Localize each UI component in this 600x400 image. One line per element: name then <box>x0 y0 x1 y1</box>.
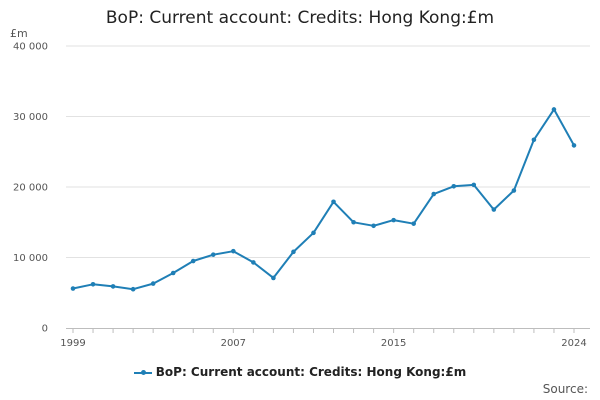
data-point <box>291 249 296 255</box>
data-point <box>411 221 416 226</box>
y-tick-labels: 0 10 000 20 000 30 000 40 000 <box>13 42 48 335</box>
series-group <box>70 107 577 292</box>
data-point <box>170 270 176 276</box>
x-tick-label: 2015 <box>381 338 406 349</box>
data-point <box>271 275 276 281</box>
source-label: Source: <box>542 382 588 396</box>
data-point <box>190 258 196 264</box>
y-tick-label: 0 <box>42 324 48 335</box>
legend[interactable]: BoP: Current account: Credits: Hong Kong… <box>0 365 600 379</box>
y-axis-unit-label: £m <box>10 27 28 40</box>
legend-label: BoP: Current account: Credits: Hong Kong… <box>155 365 467 379</box>
data-point <box>391 217 396 223</box>
data-point <box>231 248 236 254</box>
data-point <box>471 182 477 188</box>
data-point <box>110 284 116 289</box>
series-line <box>72 108 575 291</box>
data-point <box>491 207 497 212</box>
y-tick-label: 30 000 <box>13 112 48 123</box>
legend-swatch-icon <box>133 368 152 378</box>
data-point <box>511 188 517 193</box>
axes <box>66 328 590 333</box>
y-tick-label: 10 000 <box>13 253 48 264</box>
x-tick-label: 2007 <box>221 338 246 349</box>
data-point <box>210 252 216 257</box>
gridlines <box>66 45 590 258</box>
data-point <box>130 286 136 292</box>
data-point <box>451 183 457 189</box>
y-tick-label: 20 000 <box>13 183 48 194</box>
data-point <box>551 107 557 112</box>
data-point <box>531 137 537 143</box>
x-tick-labels: 1999 2007 2015 2024 <box>60 338 586 349</box>
x-tick-label: 2024 <box>561 338 586 349</box>
data-point <box>90 281 96 287</box>
data-point <box>150 281 156 286</box>
x-tick-label: 1999 <box>60 338 85 349</box>
data-point <box>70 286 76 291</box>
data-point <box>351 219 356 225</box>
data-point <box>331 199 336 205</box>
data-point <box>571 143 577 148</box>
data-point <box>311 230 316 236</box>
data-point <box>251 260 256 265</box>
data-point <box>431 191 437 197</box>
chart-title: BoP: Current account: Credits: Hong Kong… <box>105 8 495 28</box>
data-point <box>371 223 376 229</box>
y-tick-label: 40 000 <box>13 42 48 53</box>
